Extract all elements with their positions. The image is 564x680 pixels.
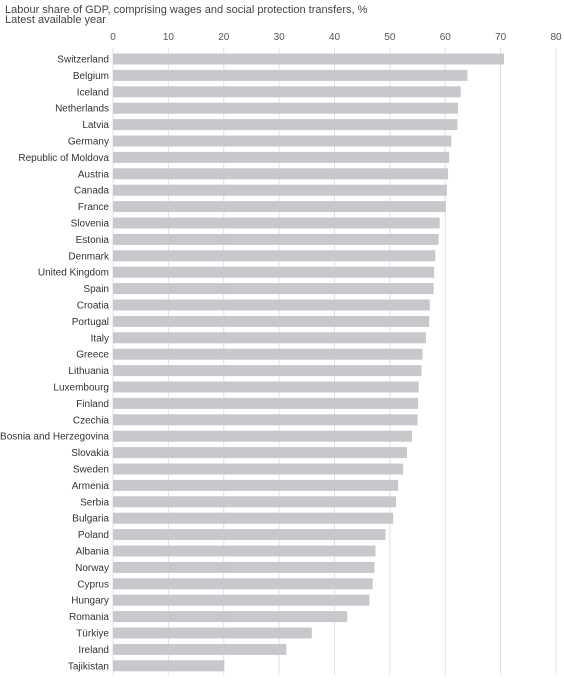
chart-title: Labour share of GDP, comprising wages an… — [5, 4, 368, 16]
bar — [113, 283, 434, 295]
bar — [113, 397, 419, 409]
bar — [113, 496, 396, 508]
category-label: United Kingdom — [38, 268, 109, 279]
bar — [113, 365, 422, 377]
x-tick-label: 60 — [440, 32, 452, 43]
category-label: Canada — [74, 186, 109, 197]
category-label: Luxembourg — [53, 383, 109, 394]
category-label: Belgium — [73, 71, 109, 82]
bar — [113, 201, 446, 213]
category-label: Netherlands — [55, 104, 109, 115]
category-label: Iceland — [77, 87, 109, 98]
x-tick-label: 30 — [274, 32, 286, 43]
bar — [113, 86, 461, 98]
bar — [113, 135, 452, 147]
category-label: Armenia — [72, 481, 110, 492]
bar — [113, 266, 435, 278]
bar — [113, 381, 419, 393]
category-label: Bosnia and Herzegovina — [0, 432, 109, 443]
category-label: Slovenia — [71, 219, 110, 230]
bar — [113, 69, 468, 81]
bar — [113, 217, 440, 229]
bars-layer — [113, 53, 504, 672]
bar — [113, 119, 458, 131]
category-label: Italy — [91, 333, 109, 344]
category-label: Denmark — [68, 251, 110, 262]
category-label: Albania — [76, 547, 110, 558]
bar — [113, 299, 430, 311]
bar — [113, 102, 458, 114]
x-tick-label: 0 — [110, 32, 116, 43]
category-label: Lithuania — [68, 366, 109, 377]
bar — [113, 414, 418, 426]
category-label: Hungary — [71, 596, 109, 607]
category-label: Republic of Moldova — [18, 153, 109, 164]
category-label: Czechia — [73, 415, 110, 426]
bar — [113, 430, 413, 442]
category-label: Sweden — [73, 465, 109, 476]
category-label: Ireland — [78, 645, 109, 656]
category-label: Switzerland — [57, 55, 109, 66]
x-axis-ticks: 0 10 20 30 40 50 60 70 80 — [110, 32, 562, 43]
bar — [113, 561, 375, 573]
x-tick-label: 10 — [163, 32, 175, 43]
category-label: France — [78, 202, 110, 213]
bar — [113, 512, 394, 524]
bar — [113, 315, 430, 327]
category-labels: Switzerland Belgium Iceland Netherlands Latv… — [0, 55, 110, 673]
chart-subtitle: Latest available year — [5, 14, 106, 26]
bar — [113, 233, 439, 245]
category-label: Tajikistan — [68, 661, 109, 672]
bar — [113, 168, 449, 180]
category-label: Greece — [76, 350, 109, 361]
bar — [113, 529, 386, 541]
x-tick-label: 50 — [384, 32, 396, 43]
category-label: Austria — [78, 169, 110, 180]
bar — [113, 627, 312, 639]
category-label: Spain — [83, 284, 109, 295]
category-label: Cyprus — [77, 579, 109, 590]
x-tick-label: 40 — [329, 32, 341, 43]
category-label: Finland — [76, 399, 109, 410]
category-label: Serbia — [80, 497, 109, 508]
category-label: Bulgaria — [72, 514, 109, 525]
bar — [113, 611, 348, 623]
category-label: Portugal — [72, 317, 109, 328]
bar — [113, 53, 504, 65]
bar — [113, 348, 423, 360]
category-label: Croatia — [77, 301, 110, 312]
bar — [113, 447, 408, 459]
bar — [113, 463, 404, 475]
bar — [113, 250, 436, 262]
bar — [113, 643, 287, 655]
category-label: Estonia — [76, 235, 110, 246]
bar — [113, 151, 450, 163]
category-label: Poland — [78, 530, 109, 541]
category-label: Norway — [75, 563, 109, 574]
bar — [113, 578, 373, 590]
x-tick-label: 70 — [495, 32, 507, 43]
bar — [113, 594, 370, 606]
bar — [113, 332, 426, 344]
bar — [113, 479, 399, 491]
category-label: Germany — [68, 137, 109, 148]
x-tick-label: 20 — [218, 32, 230, 43]
category-label: Türkiye — [76, 629, 109, 640]
bar — [113, 660, 225, 672]
category-label: Romania — [69, 612, 109, 623]
category-label: Slovakia — [71, 448, 109, 459]
category-label: Latvia — [82, 120, 109, 131]
bar — [113, 545, 376, 557]
x-tick-label: 80 — [550, 32, 562, 43]
bar — [113, 184, 447, 196]
